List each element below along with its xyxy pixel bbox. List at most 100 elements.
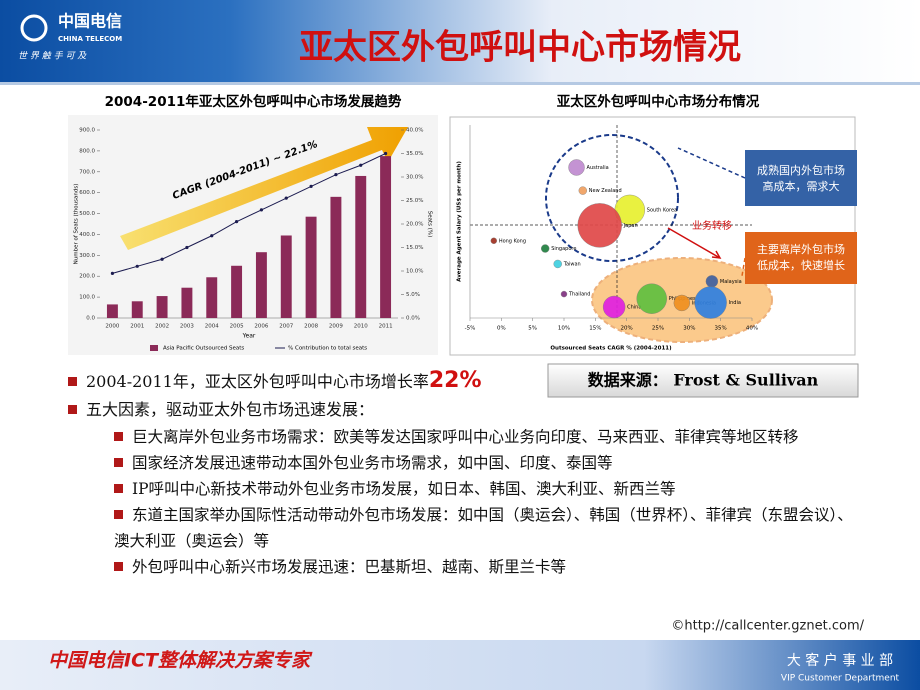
line-point [210,234,214,238]
bubble [568,159,585,176]
bar [330,196,342,318]
bullet: 2004-2011年，亚太区外包呼叫中心市场增长率22% [68,367,868,396]
bubble [694,286,727,319]
bullet-highlight: 22% [428,368,482,393]
x-axis-title: Year [242,333,256,340]
legend-label: Asia Pacific Outsourced Seats [163,346,244,352]
x-tick-label: 30% [683,326,695,332]
x-tick-label: 2006 [254,324,268,330]
x-tick-label: 40% [746,326,758,332]
bubble [490,237,498,245]
logo-en: CHINA TELECOM [58,35,122,43]
footer-dept-en: VIP Customer Department [781,674,900,684]
line-point [110,271,115,275]
sub-bullet: 巨大离岸外包业务市场需求：欧美等发达国家呼叫中心业务向印度、马来西亚、菲律宾等地… [114,424,854,450]
bar [106,304,118,318]
x-tick-label: 5% [528,326,537,332]
y-axis-title: Number of Seats (thousands) [74,184,80,265]
bubble-label: South Korea [647,207,677,213]
bubble-label: Hong Kong [499,238,526,244]
y-axis-title: Average Agent Salary (US$ per month) [457,161,463,282]
line-point [383,151,388,156]
header-rule [0,82,920,85]
bar [131,301,143,318]
bullet-text: 五大因素，驱动亚太外包市场迅速发展： [86,400,375,419]
cagr-arrow [120,127,408,250]
sub-bullet: 外包呼叫中心新兴市场发展迅速：巴基斯坦、越南、斯里兰卡等 [114,554,854,580]
bubble [560,290,568,298]
y-tick-label: 400.0 [79,232,95,238]
bubble-chart: -5% 0% 5% 10% 15% 20% 25% 30% 35% 40% Outsourced S… [457,93,857,352]
y2-tick-label: 15.0% [406,245,423,251]
offshore-label: 主要离岸外包市场 [757,242,845,256]
bubble [673,294,691,312]
x-tick-label: 2002 [155,324,169,330]
line-point [309,184,313,188]
x-tick-label: 2005 [230,324,244,330]
y-tick-label: 200.0 [79,274,95,280]
x-tick-label: 2010 [354,324,368,330]
line-point [259,208,264,212]
sub-bullet: 国家经济发展迅速带动本国外包业务市场需求，如中国、印度、泰国等 [114,450,854,476]
sub-bullet: IP呼叫中心新技术带动外包业务市场发展，如日本、韩国、澳大利亚、新西兰等 [114,476,854,502]
x-tick-label: 2001 [130,324,144,330]
x-tick-label: 0% [497,326,506,332]
slide-title: 亚太区外包呼叫中心市场情况 [299,28,741,68]
y2-tick-label: 10.0% [406,269,423,275]
x-tick-label: 2004 [205,324,219,330]
line-point [359,163,363,167]
bubble-label: Taiwan [563,261,581,267]
bar [181,287,193,318]
bubble [705,275,719,288]
y2-tick-label: 35.0% [406,151,423,157]
y-tick-label: 100.0 [79,295,95,301]
x-tick-label: 35% [715,326,727,332]
url: ©http://callcenter.gznet.com/ [671,619,864,634]
y2-tick-label: 0.0% [406,316,420,322]
y2-tick-label: 30.0% [406,175,423,181]
line [112,153,386,274]
bubble-label: Malaysia [720,279,742,285]
line-point [160,257,164,261]
x-tick-label: 15% [589,326,601,332]
flow-arrow [667,227,722,259]
y-tick-label: 300.0 [79,253,95,259]
bullet: 五大因素，驱动亚太外包市场迅速发展： [68,396,868,424]
legend-swatch [150,345,158,351]
bubble [541,244,550,253]
bar [231,265,243,318]
bubble-label: Singapore [551,246,576,252]
header-band [0,0,920,82]
bubble [602,295,626,319]
bar [280,235,292,318]
mature-label: 成熟国内外包市场 [757,163,845,177]
y2-tick-label: 5.0% [406,292,420,298]
bar [206,277,218,318]
chart-title: 亚太区外包呼叫中心市场分布情况 [557,93,760,110]
x-tick-label: 2009 [329,324,343,330]
bar [355,175,367,318]
bullet-text: 2004-2011年，亚太区外包呼叫中心市场增长率 [86,372,429,391]
mature-label: 高成本，需求大 [763,179,840,193]
bubble-label: New Zealand [589,188,622,194]
mature-region [545,134,679,262]
bubble-label: India [729,300,741,306]
x-tick-label: 20% [621,326,633,332]
bar [156,296,168,318]
pointer [677,147,746,179]
bubble [553,259,562,269]
footer-slogan: 中国电信ICT整体解决方案专家 [48,650,313,672]
bar [255,252,267,318]
bubble [636,283,667,314]
x-axis-title: Outsourced Seats CAGR % (2004-2011) [550,346,672,352]
trend-chart: 0.0 100.0 200.0 300.0 400.0 500.0 600.0 700.0 80… [74,93,433,352]
sub-bullet: 东道主国家举办国际性活动带动外包市场发展：如中国（奥运会）、韩国（世界杯）、菲律… [114,502,854,554]
x-tick-label: 2000 [105,324,119,330]
chart-title: 2004-2011年亚太区外包呼叫中心市场发展趋势 [105,93,402,110]
x-tick-label: 2011 [379,324,393,330]
bubble [578,186,587,195]
line-point [234,220,239,224]
y-tick-label: 500.0 [79,211,95,217]
flow-label: 业务转移 [692,219,732,232]
